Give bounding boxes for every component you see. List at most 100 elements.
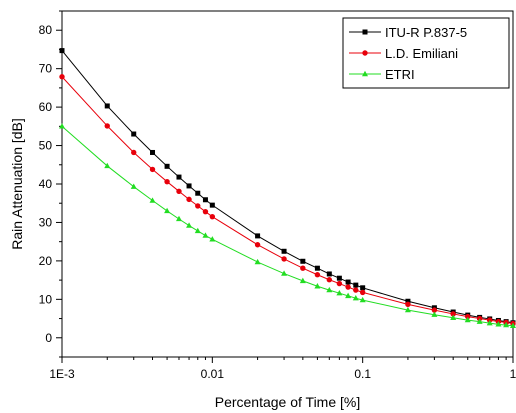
y-tick-label: 60: [39, 100, 53, 114]
data-point: [254, 242, 261, 248]
data-point: [59, 48, 65, 54]
x-axis-title: Percentage of Time [%]: [215, 394, 361, 410]
data-point: [176, 188, 182, 195]
data-point: [104, 103, 110, 109]
x-tick-label: 1E-3: [49, 367, 75, 381]
legend-entry: ITU-R P.837-5: [349, 25, 467, 40]
data-point: [149, 197, 156, 203]
data-point: [326, 286, 333, 293]
y-tick-label: 10: [39, 292, 53, 306]
data-point: [164, 207, 171, 214]
data-point: [281, 270, 288, 276]
data-point: [405, 298, 411, 304]
data-point: [164, 163, 170, 169]
y-axis: 0 10 20 30 40 50 60 70 80: [39, 10, 62, 358]
data-point: [359, 289, 366, 296]
data-point: [345, 284, 351, 290]
data-point: [202, 197, 208, 203]
data-point: [150, 149, 156, 155]
data-point: [209, 202, 215, 208]
data-point: [195, 203, 201, 209]
data-point: [195, 190, 201, 196]
legend-entry: ETRI: [349, 67, 415, 82]
series-2: [59, 123, 516, 329]
data-point: [202, 232, 209, 238]
data-point: [209, 213, 216, 220]
data-point: [450, 311, 456, 317]
data-point: [360, 285, 366, 291]
data-point: [186, 183, 192, 189]
data-point: [336, 275, 342, 281]
y-tick-label: 70: [39, 62, 53, 76]
data-point: [450, 314, 457, 320]
y-tick-label: 30: [39, 215, 53, 229]
data-point: [59, 74, 65, 80]
data-point: [353, 282, 359, 288]
legend-label: L.D. Emiliani: [385, 46, 458, 61]
data-point: [281, 256, 287, 262]
data-point: [104, 123, 110, 129]
data-point: [164, 178, 170, 185]
legend-entry: L.D. Emiliani: [349, 46, 458, 61]
data-point: [431, 307, 438, 313]
data-point: [314, 265, 320, 271]
data-point: [359, 296, 366, 303]
data-point: [405, 301, 411, 308]
data-point: [314, 272, 321, 278]
data-point: [326, 277, 333, 283]
y-tick-label: 40: [39, 177, 53, 191]
data-point: [300, 265, 306, 271]
data-point: [59, 123, 65, 129]
y-axis-title: Rain Attenuation [dB]: [9, 118, 25, 250]
data-point: [476, 318, 483, 324]
y-tick-label: 80: [39, 23, 53, 37]
data-point: [255, 233, 261, 239]
data-point: [326, 271, 332, 277]
data-point: [131, 131, 137, 137]
data-point: [186, 222, 193, 228]
data-point: [186, 196, 192, 203]
data-point: [336, 289, 343, 296]
y-tick-label: 20: [39, 254, 53, 268]
data-point: [299, 277, 306, 284]
series-line: [61, 76, 514, 325]
data-point: [404, 306, 411, 313]
data-point: [431, 311, 438, 317]
data-point: [194, 227, 201, 234]
data-point: [336, 280, 343, 287]
data-point: [345, 279, 351, 285]
series-layer: [59, 48, 516, 329]
data-point: [345, 292, 352, 299]
legend-label: ETRI: [385, 67, 415, 82]
legend-marker: [362, 29, 368, 35]
series-0: [59, 48, 516, 326]
x-tick-label: 0.01: [201, 367, 225, 381]
legend: ITU-R P.837-5 L.D. Emiliani ETRI: [342, 17, 510, 89]
data-point: [104, 162, 111, 169]
data-point: [465, 313, 471, 320]
data-point: [176, 174, 182, 180]
data-point: [464, 316, 471, 323]
legend-marker: [362, 50, 368, 56]
data-point: [130, 183, 137, 189]
data-point: [486, 319, 493, 326]
data-point: [314, 283, 321, 289]
legend-marker: [362, 70, 368, 77]
data-point: [352, 294, 359, 301]
series-line: [61, 50, 514, 324]
x-tick-label: 1: [510, 367, 516, 381]
series-1: [59, 74, 516, 327]
data-point: [300, 258, 306, 264]
data-point: [202, 208, 209, 215]
x-axis: 1E-3 0.01 0.1 1: [49, 357, 516, 381]
data-point: [254, 258, 261, 265]
data-point: [149, 166, 156, 173]
data-point: [131, 149, 137, 156]
y-tick-label: 0: [45, 331, 52, 345]
data-point: [175, 215, 182, 222]
y-tick-label: 50: [39, 139, 53, 153]
series-line: [61, 125, 514, 327]
data-point: [510, 322, 516, 329]
data-point: [209, 236, 216, 242]
